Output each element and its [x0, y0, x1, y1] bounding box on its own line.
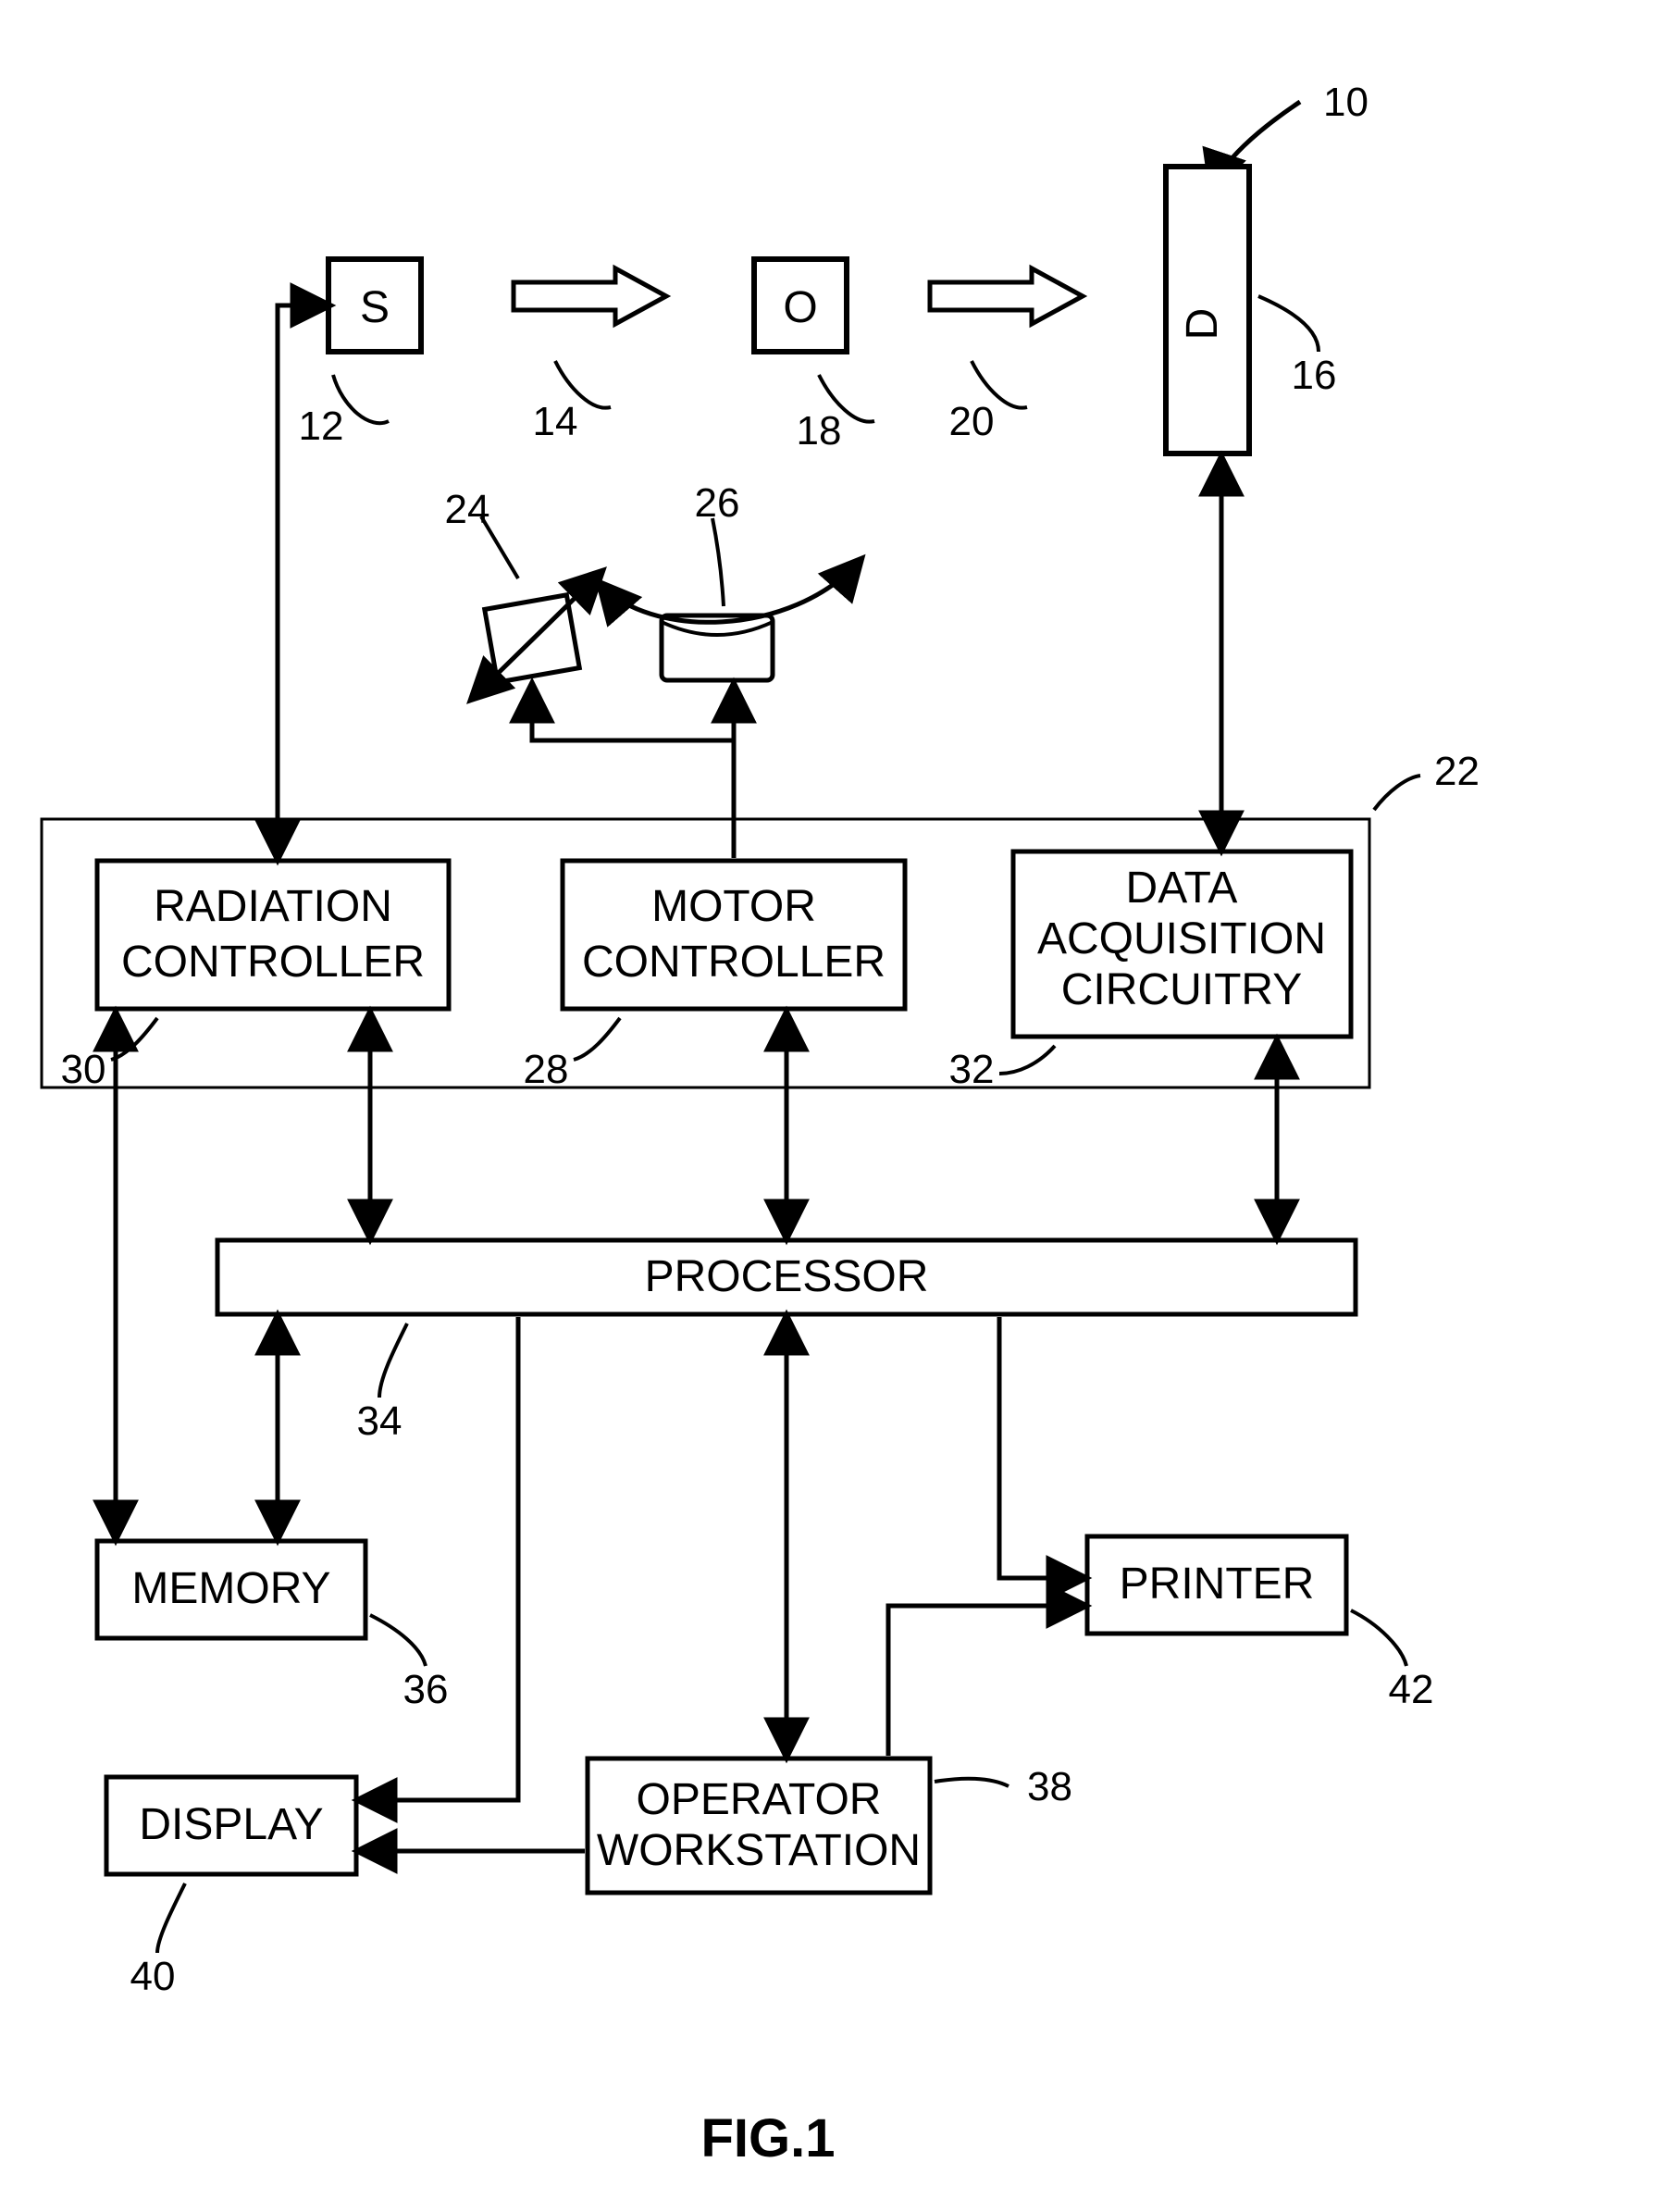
ref-20: 20 [949, 361, 1027, 444]
linear-mechanism [472, 572, 601, 699]
beam-arrow-20 [930, 268, 1083, 324]
ref-34: 34 [357, 1323, 407, 1444]
ref-14: 14 [533, 361, 611, 444]
memory-box: MEMORY [97, 1541, 365, 1638]
edge-processor-printer [999, 1317, 1084, 1578]
svg-text:CIRCUITRY: CIRCUITRY [1061, 965, 1302, 1014]
svg-text:MEMORY: MEMORY [131, 1564, 330, 1613]
svg-text:WORKSTATION: WORKSTATION [597, 1826, 921, 1875]
rotational-mechanism [600, 560, 861, 680]
svg-text:32: 32 [949, 1047, 995, 1092]
svg-text:12: 12 [299, 404, 344, 449]
svg-text:D: D [1178, 308, 1227, 341]
svg-text:18: 18 [797, 408, 842, 454]
svg-text:OPERATOR: OPERATOR [637, 1775, 882, 1824]
figure-label: FIG.1 [700, 2108, 835, 2169]
operator-workstation-box: OPERATOR WORKSTATION [588, 1758, 930, 1893]
svg-text:O: O [783, 283, 817, 332]
svg-text:38: 38 [1027, 1764, 1072, 1809]
ref-26: 26 [695, 480, 740, 606]
svg-text:ACQUISITION: ACQUISITION [1037, 914, 1326, 963]
ref-38: 38 [935, 1764, 1072, 1809]
ref-12: 12 [299, 375, 389, 449]
svg-text:24: 24 [445, 487, 490, 532]
svg-text:36: 36 [403, 1667, 449, 1712]
figure-diagram: 10 S 12 14 O 18 20 D 16 [0, 0, 1672, 2212]
daq-box: DATA ACQUISITION CIRCUITRY [1013, 851, 1351, 1037]
svg-text:26: 26 [695, 480, 740, 526]
ref-42: 42 [1351, 1610, 1433, 1712]
radiation-controller-box: RADIATION CONTROLLER [97, 861, 449, 1009]
svg-text:40: 40 [130, 1954, 176, 1999]
svg-text:20: 20 [949, 399, 995, 444]
svg-text:42: 42 [1389, 1667, 1434, 1712]
motor-controller-box: MOTOR CONTROLLER [563, 861, 905, 1009]
svg-text:34: 34 [357, 1398, 403, 1444]
ref-10: 10 [1323, 80, 1369, 125]
svg-text:S: S [360, 283, 390, 332]
beam-arrow-14 [514, 268, 666, 324]
ref-22: 22 [1374, 749, 1480, 810]
svg-text:PRINTER: PRINTER [1120, 1560, 1315, 1609]
ref-24: 24 [445, 487, 518, 578]
svg-text:CONTROLLER: CONTROLLER [121, 938, 425, 987]
edge-source-radctrl [278, 305, 328, 858]
edge-processor-display [359, 1317, 518, 1800]
svg-text:DISPLAY: DISPLAY [139, 1800, 323, 1849]
svg-text:DATA: DATA [1126, 864, 1238, 913]
printer-box: PRINTER [1087, 1536, 1346, 1634]
ref-40: 40 [130, 1883, 185, 1999]
ref-16: 16 [1258, 296, 1336, 398]
svg-text:CONTROLLER: CONTROLLER [582, 938, 886, 987]
svg-text:30: 30 [61, 1047, 106, 1092]
processor-box: PROCESSOR [217, 1240, 1356, 1314]
object-box: O [754, 259, 847, 352]
svg-text:PROCESSOR: PROCESSOR [645, 1252, 929, 1301]
svg-text:MOTOR: MOTOR [651, 882, 816, 931]
ref-18: 18 [797, 375, 874, 454]
svg-text:14: 14 [533, 399, 578, 444]
detector-box: D [1166, 167, 1249, 454]
edge-opws-printer [888, 1606, 1084, 1756]
source-box: S [328, 259, 421, 352]
svg-text:RADIATION: RADIATION [154, 882, 392, 931]
svg-text:22: 22 [1434, 749, 1480, 794]
svg-text:16: 16 [1292, 353, 1337, 398]
ref-36: 36 [370, 1615, 448, 1712]
display-box: DISPLAY [106, 1777, 356, 1874]
svg-text:28: 28 [524, 1047, 569, 1092]
